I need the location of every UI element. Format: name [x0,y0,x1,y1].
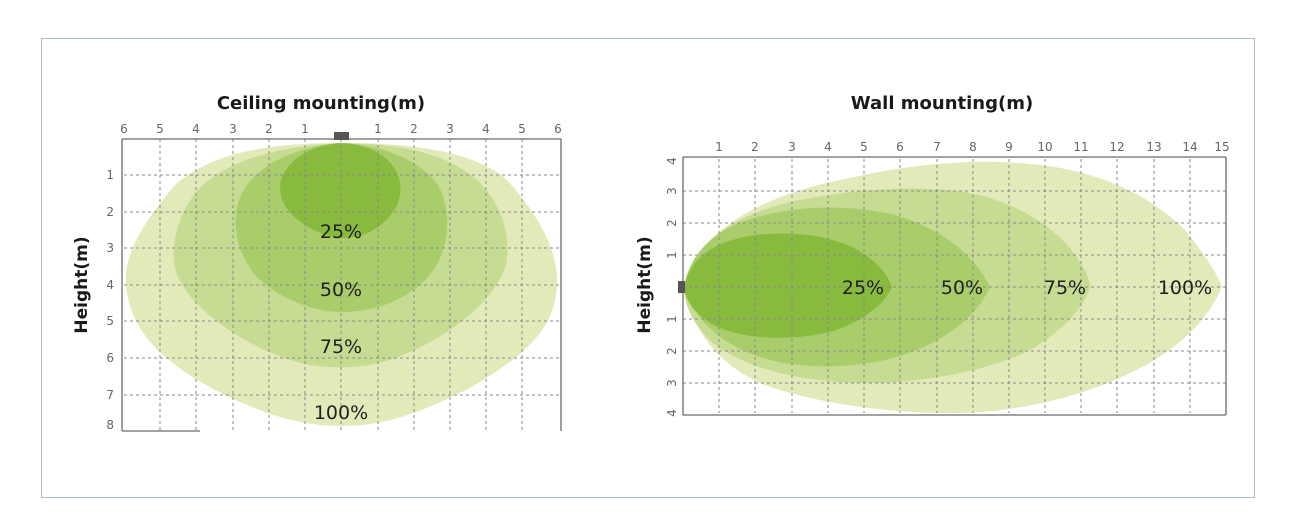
ceiling-x-tick: 3 [446,122,454,136]
ceiling-y-tick: 3 [106,241,114,255]
wall-zone-label-75: 75% [1044,277,1086,299]
wall-fixture-icon [678,281,685,293]
wall-x-tick: 11 [1073,140,1088,154]
ceiling-y-tick: 6 [106,351,114,365]
ceiling-x-tick: 6 [554,122,562,136]
wall-y-tick: 2 [665,347,679,355]
ceiling-x-tick: 1 [301,122,309,136]
wall-x-tick: 7 [933,140,941,154]
wall-x-tick: 8 [969,140,977,154]
ceiling-y-tick: 5 [106,314,114,328]
ceiling-y-tick: 4 [106,278,114,292]
wall-grid [683,159,1226,413]
ceiling-y-tick: 8 [106,418,114,432]
ceiling-x-tick: 1 [374,122,382,136]
wall-x-tick: 2 [751,140,759,154]
wall-y-tick: 2 [665,219,679,227]
ceiling-x-tick: 2 [410,122,418,136]
ceiling-x-tick: 2 [265,122,273,136]
ceiling-x-tick: 6 [120,122,128,136]
wall-zone-label-25: 25% [842,277,884,299]
ceiling-title: Ceiling mounting(m) [217,93,425,114]
wall-zone-label-100: 100% [1158,277,1212,299]
wall-y-tick: 1 [665,251,679,259]
wall-x-tick: 15 [1214,140,1229,154]
wall-x-tick: 9 [1005,140,1013,154]
wall-x-tick: 1 [715,140,723,154]
ceiling-x-tick: 4 [192,122,200,136]
ceiling-y-tick: 2 [106,205,114,219]
ceiling-zone-label-50: 50% [320,279,362,301]
ceiling-zone-label-25: 25% [320,221,362,243]
ceiling-zone-label-100: 100% [314,402,368,424]
wall-x-tick: 13 [1146,140,1161,154]
ceiling-y-tick: 1 [106,168,114,182]
wall-x-tick: 10 [1037,140,1052,154]
ceiling-x-tick: 4 [482,122,490,136]
wall-zone-label-50: 50% [941,277,983,299]
wall-y-tick: 4 [665,409,679,417]
wall-x-tick: 4 [824,140,832,154]
wall-title: Wall mounting(m) [851,93,1033,114]
ceiling-grid [124,139,559,431]
wall-x-tick: 14 [1182,140,1197,154]
wall-x-tick: 12 [1109,140,1124,154]
ceiling-y-label: Height(m) [72,236,92,333]
wall-x-tick: 3 [788,140,796,154]
wall-y-tick: 1 [665,315,679,323]
wall-diagram: Wall mounting(m) Height(m) [635,93,1230,417]
ceiling-x-tick: 5 [518,122,526,136]
wall-zone-25 [684,233,892,338]
ceiling-fixture-icon [334,132,349,140]
ceiling-y-tick: 7 [106,388,114,402]
ceiling-x-tick: 3 [229,122,237,136]
wall-y-tick: 4 [665,157,679,165]
wall-y-tick: 3 [665,187,679,195]
ceiling-x-tick: 5 [156,122,164,136]
wall-y-label: Height(m) [635,236,655,333]
ceiling-zone-label-75: 75% [320,336,362,358]
ceiling-diagram: Ceiling mounting(m) Height(m) [72,93,562,432]
wall-x-tick: 5 [860,140,868,154]
wall-y-tick: 3 [665,379,679,387]
ceiling-zone-25 [280,143,401,238]
wall-x-tick: 6 [896,140,904,154]
